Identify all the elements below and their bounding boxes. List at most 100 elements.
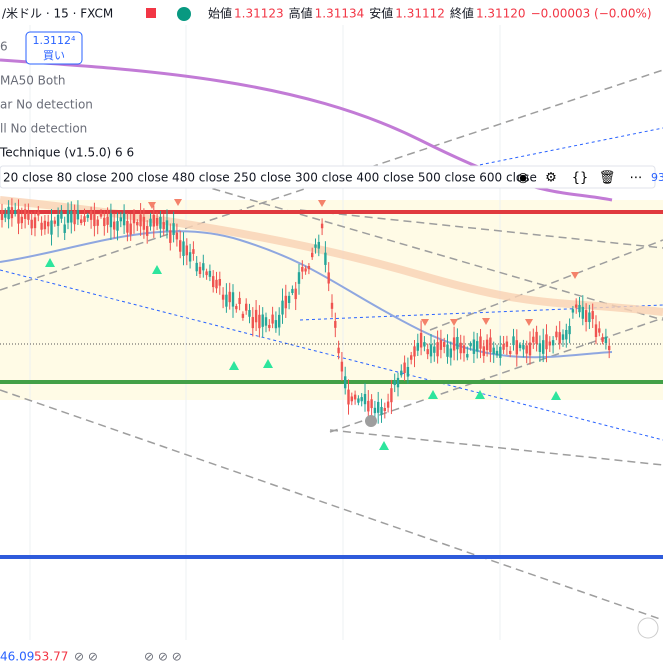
candle xyxy=(528,342,532,356)
candle xyxy=(264,317,268,326)
footer-icons[interactable]: ⊘ ⊘ ⊘ xyxy=(144,650,182,663)
sell-signal xyxy=(450,319,458,326)
sell-signal xyxy=(148,202,156,209)
price: 1.3112⁴ xyxy=(33,34,76,47)
candle xyxy=(212,276,215,288)
candle xyxy=(396,377,400,388)
ma-row[interactable]: 20 close 80 close 200 close 480 close 25… xyxy=(3,171,537,185)
candle xyxy=(17,209,20,224)
indicator: ar No detection xyxy=(0,98,93,112)
candle xyxy=(172,223,175,235)
candle xyxy=(429,344,433,357)
candle xyxy=(462,345,466,354)
candle xyxy=(4,213,7,218)
source-icon[interactable]: {} xyxy=(572,171,589,186)
candle xyxy=(320,223,324,229)
candle xyxy=(347,389,350,405)
candle xyxy=(198,266,202,275)
candle xyxy=(248,310,251,317)
candle xyxy=(106,216,109,225)
candle xyxy=(93,214,96,227)
candle xyxy=(334,321,337,328)
candle xyxy=(251,317,254,329)
event-marker[interactable] xyxy=(365,415,377,427)
eye-icon[interactable]: ◉ xyxy=(517,171,528,186)
settings-icon[interactable]: ⚙ xyxy=(545,171,557,186)
candle xyxy=(485,339,489,351)
candle xyxy=(357,398,360,403)
candle xyxy=(353,394,357,400)
candle xyxy=(324,252,327,265)
buy-signal xyxy=(475,390,485,399)
candle xyxy=(311,252,314,258)
candle xyxy=(505,341,509,347)
candle xyxy=(14,210,17,215)
candle xyxy=(512,336,515,346)
candle xyxy=(235,306,238,310)
candle xyxy=(363,393,367,405)
candle xyxy=(377,401,380,413)
candle xyxy=(555,331,558,338)
candle xyxy=(126,221,129,233)
candle xyxy=(254,309,258,323)
candle xyxy=(169,230,172,243)
candle xyxy=(466,354,469,358)
candle xyxy=(0,210,4,220)
candle xyxy=(476,341,479,352)
candle xyxy=(50,220,53,235)
candle xyxy=(565,329,568,340)
trend-lines xyxy=(0,69,663,621)
ma-row-bg xyxy=(0,165,656,189)
candle xyxy=(175,232,179,240)
candle xyxy=(581,306,584,319)
candle xyxy=(80,219,83,224)
buy-signal xyxy=(379,441,389,450)
candle xyxy=(149,218,152,227)
candle xyxy=(202,263,205,271)
side-label: 6 xyxy=(0,40,8,54)
candle xyxy=(373,407,377,414)
indicator: Technique (v1.5.0) 6 6 xyxy=(0,146,134,160)
footer-value: 46.09 xyxy=(0,650,34,663)
candle xyxy=(99,212,103,217)
sell-signal xyxy=(482,318,490,325)
candle xyxy=(459,342,462,354)
candle xyxy=(390,388,393,403)
candle xyxy=(116,221,119,231)
candle xyxy=(601,337,604,342)
candle xyxy=(205,271,208,276)
candle xyxy=(73,211,76,225)
candle xyxy=(443,342,446,347)
candle xyxy=(492,347,495,354)
candle xyxy=(129,223,132,235)
candle xyxy=(10,207,14,219)
candle xyxy=(317,241,320,249)
price-box[interactable] xyxy=(25,31,83,65)
candle xyxy=(393,380,396,386)
candle xyxy=(446,344,449,357)
footer-icons[interactable]: ⊘ ⊘ xyxy=(74,650,98,663)
candle xyxy=(47,221,50,227)
more-icon[interactable]: ⋯ xyxy=(630,171,643,186)
buy: 買い xyxy=(43,49,65,62)
delete-icon[interactable]: 🗑 xyxy=(599,170,616,186)
candle xyxy=(53,220,56,224)
candle xyxy=(159,216,162,229)
candle xyxy=(152,214,155,227)
candle xyxy=(215,279,218,289)
region-icon[interactable] xyxy=(637,617,659,639)
candle xyxy=(146,226,149,236)
candle xyxy=(294,288,297,300)
candle xyxy=(538,343,542,352)
candle xyxy=(284,295,287,309)
candle xyxy=(542,340,545,354)
candle xyxy=(604,336,608,344)
candle xyxy=(27,212,30,220)
ohlc: 始値 1.31123 高値 1.31134 安値 1.31112 終値 1.31120 −0.0… xyxy=(208,6,652,21)
candle xyxy=(221,294,225,300)
candle xyxy=(56,214,60,226)
candle xyxy=(297,272,301,284)
candle xyxy=(370,399,373,409)
candle xyxy=(238,297,241,305)
